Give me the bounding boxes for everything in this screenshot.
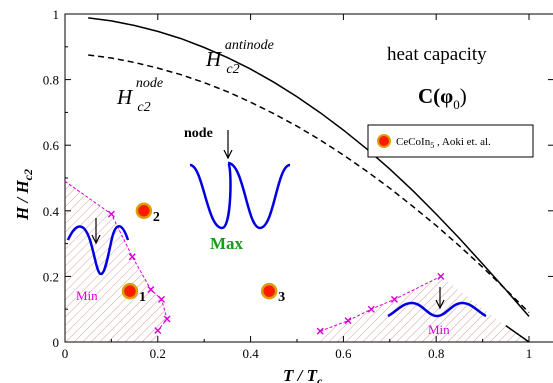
y-axis-label: H / Hc2 [13,169,35,221]
min-left-marker [107,210,115,218]
min-right-marker [316,327,324,335]
min-left-marker [128,253,136,261]
data-point-label: 3 [278,290,285,305]
node-text: node [184,126,213,141]
data-points: 1 2 3 [121,202,285,305]
min-region-left-markers [107,210,171,335]
x-tick-label: 0 [62,346,69,361]
y-tick-label: 1 [53,7,60,22]
min-right-wave-icon [387,301,487,318]
legend: CeCoIn5 , Aoki et. al. [367,124,534,158]
node-curve [88,54,530,314]
legend-box [367,124,534,158]
data-point-1 [121,282,139,300]
data-point-3 [260,282,278,300]
min-left-marker [147,286,155,294]
data-point-label: 1 [139,290,146,305]
x-axis-label: T / Tc [283,366,323,383]
min-right-marker [437,272,445,280]
y-axis-ticks: 0 0.2 0.4 0.6 0.8 1 [43,7,553,350]
min-left-marker [158,295,166,303]
x-tick-label: 0.6 [335,346,352,361]
min-region-left-hatch [65,181,168,342]
min-right-marker [367,305,375,313]
antinode-curve-label: H c2 antinode [205,38,274,78]
x-tick-label: 0.8 [428,346,444,361]
x-tick-label: 0.4 [242,346,259,361]
min-left-marker [163,315,171,323]
y-tick-label: 0 [53,335,60,350]
curve-tail [505,324,530,342]
min-left-wave-icon [66,225,130,276]
y-tick-label: 0.6 [43,138,60,153]
min-region-right-markers [316,272,445,335]
y-tick-label: 0.4 [43,204,60,219]
antinode-curve [88,17,530,317]
legend-marker [377,134,391,148]
legend-entry: CeCoIn5 , Aoki et. al. [396,136,491,150]
c-phi-label: C(φ0) [418,84,467,112]
min-right-marker [390,295,398,303]
data-point-label: 2 [153,210,160,225]
x-tick-label: 0.2 [150,346,166,361]
heat-capacity-label: heat capacity [387,44,487,65]
data-point-2 [135,202,153,220]
max-wave-icon [189,161,291,230]
x-tick-label: 1 [526,346,533,361]
min-right-arrow-icon [435,287,445,310]
node-arrow-icon [223,130,233,160]
y-tick-label: 0.8 [43,73,59,88]
min-left-text: Min [76,288,98,303]
min-right-marker [344,317,352,325]
min-left-marker [154,327,162,335]
max-text: Max [210,234,244,253]
x-axis-ticks: 0 0.2 0.4 0.6 0.8 1 [62,14,533,361]
min-right-text: Min [428,322,450,337]
node-curve-label: H c2 node [116,76,163,116]
min-left-arrow-icon [91,218,101,245]
y-tick-label: 0.2 [43,269,59,284]
